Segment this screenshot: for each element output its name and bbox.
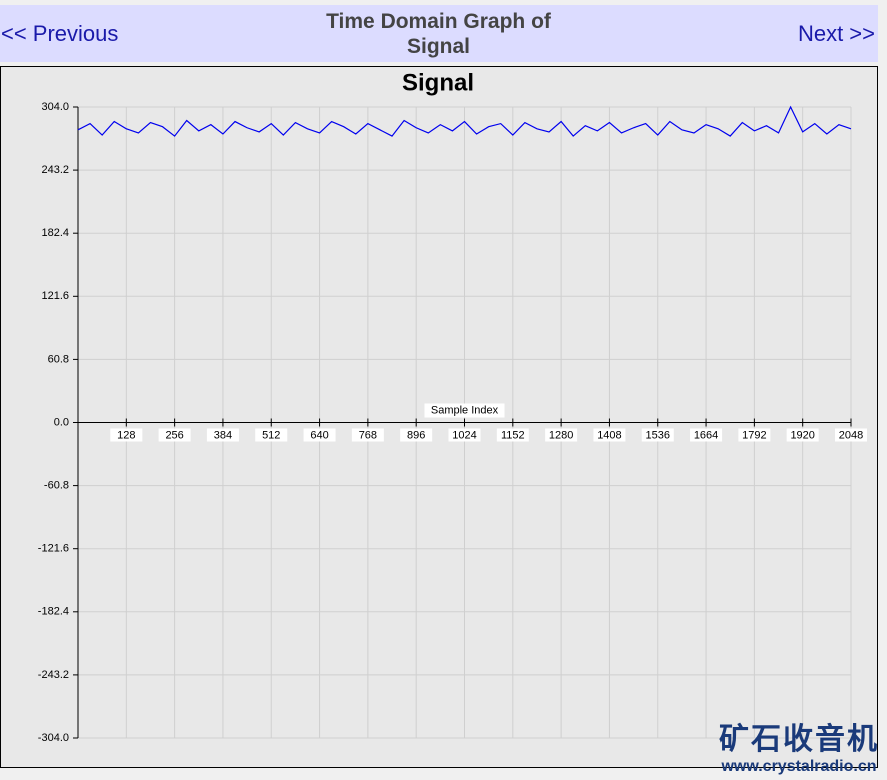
y-tick-label: 60.8 [48, 353, 69, 365]
previous-link[interactable]: << Previous [1, 21, 119, 46]
y-tick-label: 243.2 [41, 164, 69, 176]
x-tick-label: 768 [359, 429, 377, 441]
x-tick-label: 384 [214, 429, 232, 441]
x-tick-label: 512 [262, 429, 280, 441]
x-tick-label-bg [545, 428, 578, 442]
y-tick-label: -121.6 [38, 543, 69, 555]
x-tick-label: 128 [117, 429, 135, 441]
y-tick-label: -243.2 [38, 669, 69, 681]
watermark: 矿石收音机 www.crystalradio.cn [719, 714, 879, 776]
x-tick-label-bg [496, 428, 529, 442]
x-tick-label: 1792 [742, 429, 766, 441]
x-tick-label-bg [738, 428, 771, 442]
x-tick-label-bg [206, 428, 239, 442]
x-tick-label: 1152 [501, 429, 525, 441]
nav-bar: << Previous Time Domain Graph of Signal … [0, 5, 878, 62]
y-tick-label: 0.0 [54, 416, 69, 428]
y-tick-label: -182.4 [38, 606, 69, 618]
page-title: Time Domain Graph of Signal [326, 10, 551, 58]
y-tick-label: 121.6 [41, 290, 69, 302]
next-link[interactable]: Next >> [797, 21, 875, 46]
x-tick-label: 256 [165, 429, 183, 441]
x-axis-label: Sample Index [431, 404, 499, 416]
x-tick-label-bg [448, 428, 481, 442]
x-tick-label: 1536 [646, 429, 670, 441]
x-tick-label: 2048 [839, 429, 863, 441]
x-tick-label: 1024 [452, 429, 476, 441]
x-tick-label-bg [158, 428, 191, 442]
signal-line [77, 105, 852, 137]
x-tick-label-bg [351, 428, 384, 442]
x-tick-label-bg [690, 428, 723, 442]
x-tick-label: 1408 [597, 429, 621, 441]
watermark-name: 矿石收音机 [719, 723, 879, 756]
y-tick-label: 182.4 [41, 227, 69, 239]
x-tick-label-bg [641, 428, 674, 442]
x-tick-label: 896 [407, 429, 425, 441]
x-tick-label: 1920 [790, 429, 814, 441]
y-tick-label: -304.0 [38, 732, 69, 744]
x-label-bg [424, 403, 505, 418]
chart-title: Signal [402, 69, 474, 96]
x-tick-label-bg [593, 428, 626, 442]
x-tick-label-bg [110, 428, 143, 442]
x-tick-label: 1280 [549, 429, 573, 441]
x-tick-label: 1664 [694, 429, 718, 441]
x-tick-label-bg [835, 428, 867, 442]
x-tick-label-bg [786, 428, 819, 442]
x-tick-label: 640 [310, 429, 328, 441]
watermark-url: www.crystalradio.cn [721, 758, 877, 775]
x-tick-label-bg [255, 428, 288, 442]
x-tick-label-bg [303, 428, 336, 442]
chart: Signal 304.0 243.2 182.4 121.6 60.8 0.0 -60.8 -… [0, 66, 878, 768]
y-tick-label: 304.0 [41, 101, 69, 113]
y-tick-label: -60.8 [44, 480, 69, 492]
x-tick-label-bg [400, 428, 433, 442]
